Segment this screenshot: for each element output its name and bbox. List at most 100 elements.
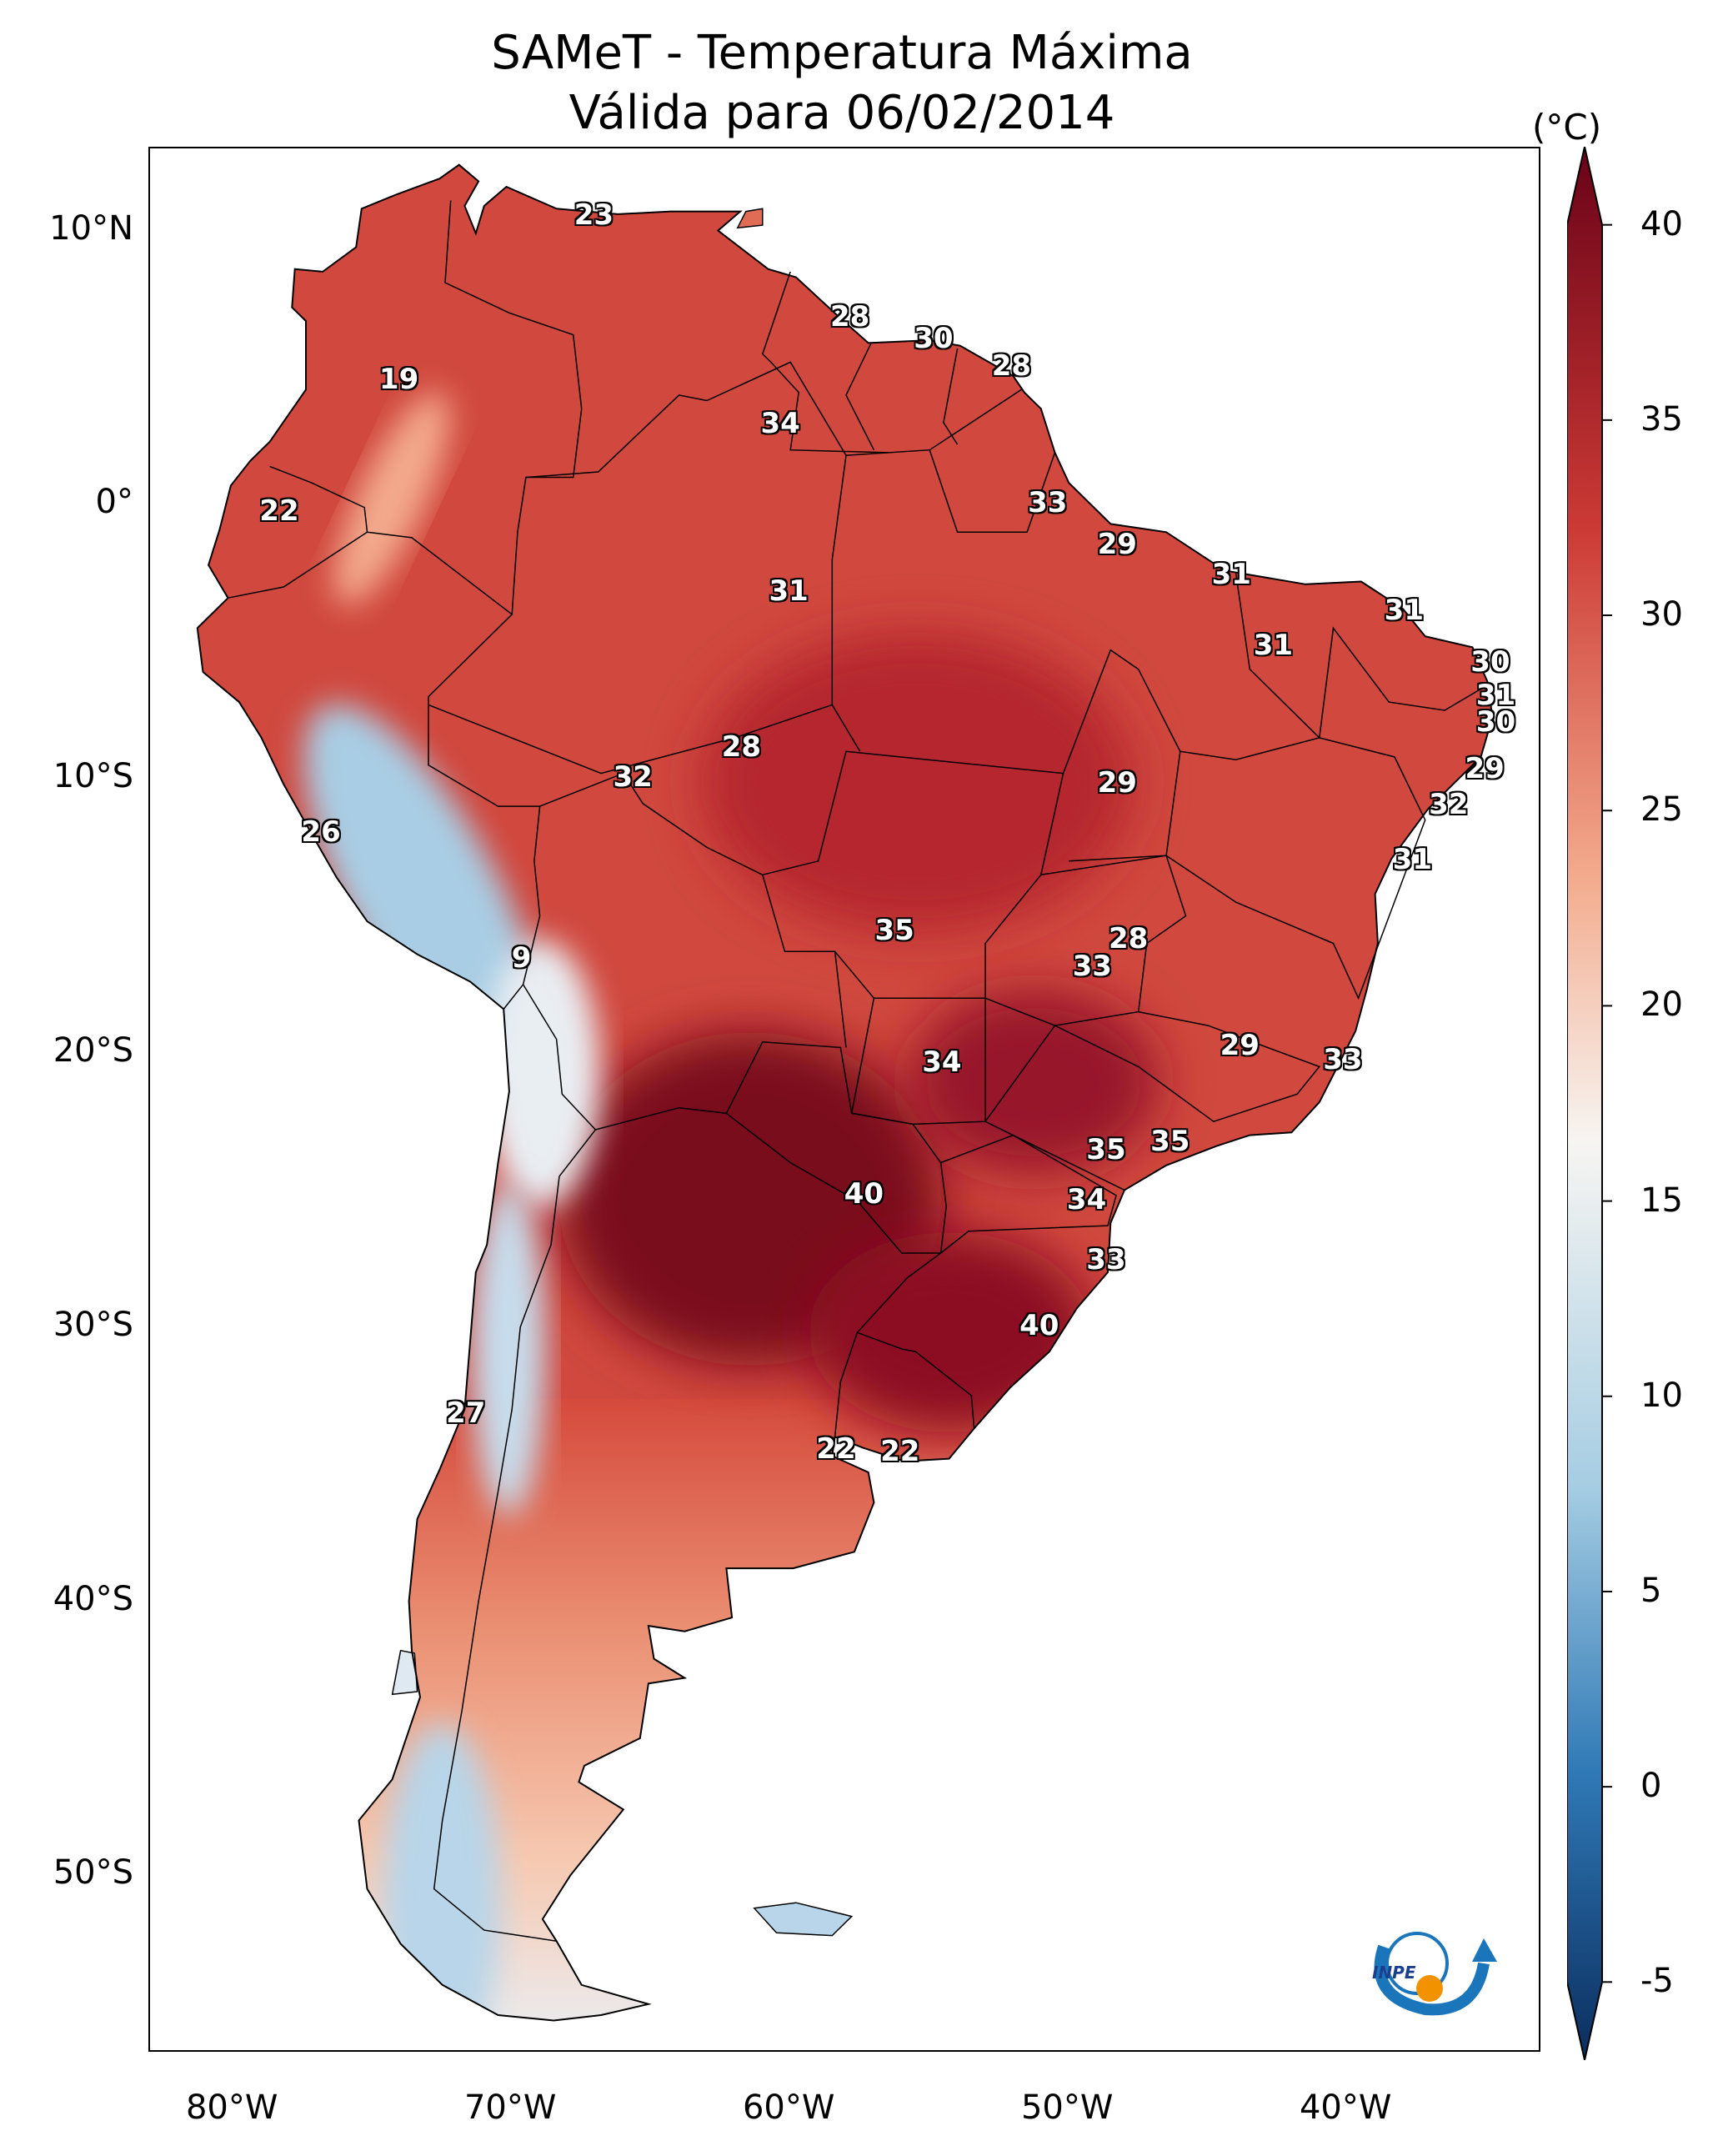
logo-sun bbox=[1416, 1975, 1443, 2002]
state-tocantins bbox=[1062, 649, 1181, 862]
colorbar-tick-label: 5 bbox=[1640, 1571, 1662, 1610]
state-amazonas-south bbox=[428, 704, 833, 775]
temperature-label: 33 bbox=[1028, 486, 1068, 520]
temperature-label: 22 bbox=[880, 1434, 920, 1468]
temperature-label: 33 bbox=[1072, 950, 1112, 984]
x-tick-label: 50°W bbox=[1020, 2088, 1114, 2127]
border-peru-colombia-brazil bbox=[367, 531, 541, 1010]
temperature-label: 28 bbox=[1109, 922, 1149, 956]
country-borders bbox=[196, 163, 1493, 2022]
map-title: SAMeT - Temperatura Máxima Válida para 0… bbox=[150, 23, 1534, 143]
colorbar-tick-label: 25 bbox=[1640, 790, 1683, 830]
border-colombia-venezuela bbox=[444, 200, 583, 614]
temperature-label: 29 bbox=[1097, 527, 1137, 561]
temperature-label: 33 bbox=[1323, 1042, 1363, 1076]
state-parana-sc bbox=[940, 1134, 1117, 1254]
temperature-label: 26 bbox=[301, 815, 341, 849]
islands bbox=[391, 208, 854, 1937]
colorbar-tick-marks bbox=[1602, 223, 1612, 1983]
colorbar-unit: (°C) bbox=[1532, 107, 1602, 148]
land-surface bbox=[197, 164, 1492, 2021]
temperature-label: 29 bbox=[1465, 752, 1505, 786]
colorbar-tick-label: 40 bbox=[1640, 204, 1683, 243]
temperature-label: 35 bbox=[1150, 1125, 1190, 1159]
chiloe-island bbox=[391, 1649, 418, 1696]
y-tick-label: 20°S bbox=[53, 1030, 133, 1070]
temperature-map bbox=[196, 163, 1493, 2022]
border-argentina-brazil-uruguay bbox=[856, 1252, 975, 1429]
title-line-1: SAMeT - Temperatura Máxima bbox=[491, 26, 1193, 80]
border-bolivia-paraguay bbox=[595, 1041, 853, 1131]
state-amazonas-para bbox=[831, 455, 861, 752]
trinidad-island bbox=[736, 208, 764, 229]
temperature-label: 31 bbox=[1392, 842, 1433, 876]
temperature-label: 33 bbox=[1086, 1242, 1126, 1276]
title-line-2: Válida para 06/02/2014 bbox=[568, 86, 1115, 140]
logo-text: INPE bbox=[1372, 1963, 1416, 1983]
state-mato-grosso bbox=[762, 750, 1064, 999]
logo-ring bbox=[1385, 1932, 1449, 1995]
colorbar-tick-label: 30 bbox=[1640, 595, 1683, 634]
border-ecuador-peru bbox=[228, 465, 368, 599]
temperature-label: 22 bbox=[259, 494, 299, 529]
temperature-label: 23 bbox=[573, 198, 614, 233]
temperature-label: 29 bbox=[1097, 765, 1137, 800]
x-tick-label: 60°W bbox=[742, 2088, 835, 2127]
temperature-label: 31 bbox=[1475, 678, 1516, 712]
state-bahia bbox=[1165, 737, 1426, 1000]
colorbar-tick-label: 0 bbox=[1640, 1767, 1662, 1806]
colorbar bbox=[1567, 147, 1612, 2060]
temperature-label: 35 bbox=[1086, 1133, 1126, 1167]
border-north-brazil bbox=[525, 361, 1022, 479]
state-para-amapa bbox=[929, 449, 1056, 534]
inpe-logo: INPE bbox=[1372, 1932, 1497, 2016]
border-chile-bolivia-argentina bbox=[433, 984, 597, 1942]
temperature-label: 28 bbox=[830, 299, 870, 333]
y-tick-label: 50°S bbox=[53, 1853, 133, 1893]
temperature-label: 31 bbox=[769, 574, 809, 608]
logo-swoosh bbox=[1374, 1944, 1490, 2016]
colorbar-scale bbox=[1567, 147, 1603, 2060]
border-uruguay-argentina bbox=[834, 1332, 859, 1437]
warm-zone-cerrado bbox=[700, 632, 1134, 932]
temperature-label: 34 bbox=[1066, 1182, 1107, 1216]
andes-cold-chile bbox=[471, 1182, 546, 1516]
colorbar-tick-label: 10 bbox=[1640, 1376, 1683, 1415]
temperature-label: 34 bbox=[760, 407, 800, 441]
border-guyana-suriname bbox=[845, 343, 875, 451]
temperature-label: 19 bbox=[378, 363, 419, 397]
border-suriname-fguiana bbox=[943, 348, 959, 445]
falkland-islands bbox=[753, 1902, 854, 1937]
colorbar-tick-label: 20 bbox=[1640, 985, 1683, 1025]
x-tick-label: 70°W bbox=[463, 2088, 557, 2127]
temperature-label: 34 bbox=[922, 1045, 962, 1080]
temperature-label: 28 bbox=[721, 730, 762, 765]
x-tick-label: 40°W bbox=[1299, 2088, 1392, 2127]
y-tick-label: 10°N bbox=[49, 208, 133, 248]
andes-cold-bolivia bbox=[483, 940, 600, 1207]
temperature-label: 32 bbox=[1429, 788, 1469, 822]
temperature-label: 22 bbox=[816, 1431, 856, 1466]
temperature-label: 31 bbox=[1253, 629, 1294, 663]
state-pantanal bbox=[850, 998, 986, 1126]
temperature-label: 31 bbox=[1211, 557, 1251, 591]
temperature-label: 30 bbox=[1475, 705, 1516, 740]
temperature-label: 28 bbox=[991, 349, 1032, 384]
temperature-label: 40 bbox=[844, 1176, 884, 1211]
temperature-label: 30 bbox=[914, 322, 954, 356]
x-tick-label: 80°W bbox=[185, 2088, 278, 2127]
state-minas-sp bbox=[984, 1010, 1321, 1191]
state-northeast bbox=[1235, 573, 1487, 740]
temperature-label: 40 bbox=[1019, 1308, 1059, 1342]
border-venezuela-guyana bbox=[761, 271, 889, 454]
y-tick-label: 40°S bbox=[53, 1579, 133, 1618]
logo-arrow bbox=[1472, 1938, 1497, 1962]
temperature-label: 27 bbox=[446, 1396, 486, 1430]
temperature-label: 35 bbox=[874, 914, 914, 948]
hot-core-sao-paulo bbox=[909, 990, 1159, 1174]
temperature-label: 9 bbox=[511, 941, 532, 975]
colorbar-tick-label: 35 bbox=[1640, 399, 1683, 439]
southern-cone-shading bbox=[197, 1399, 1492, 2021]
colombia-andes-cool bbox=[333, 391, 450, 606]
temperature-label: 29 bbox=[1220, 1029, 1260, 1063]
